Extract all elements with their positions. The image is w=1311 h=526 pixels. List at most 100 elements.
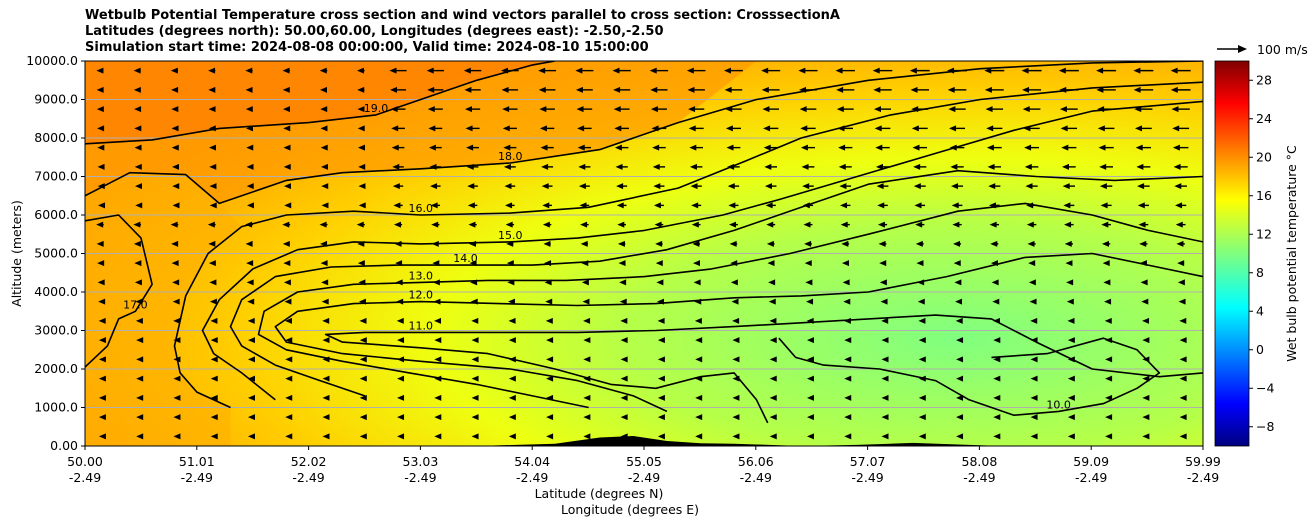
- wind-vector-108: [769, 375, 777, 382]
- wind-vector-362: [172, 202, 180, 209]
- wind-vector-466: [689, 144, 704, 151]
- wind-vector-355: [1026, 221, 1037, 228]
- wind-vector-25: [1030, 433, 1038, 440]
- x-tick-lat-4: 54.04: [514, 454, 550, 469]
- wind-vector-448: [1136, 163, 1151, 170]
- wind-vector-478: [1135, 144, 1152, 151]
- wind-vector-455: [283, 144, 291, 151]
- wind-vector-42: [546, 414, 554, 421]
- wind-vector-245: [283, 279, 291, 286]
- wind-vector-136: [695, 356, 703, 363]
- wind-vector-304: [245, 240, 253, 247]
- wind-vector-11: [508, 433, 516, 440]
- wind-vector-163: [583, 337, 591, 344]
- wind-vector-388: [1137, 202, 1149, 209]
- wind-vector-200: [843, 317, 851, 324]
- wind-vector-531: [874, 106, 892, 113]
- wind-vector-71: [508, 394, 516, 401]
- wind-vector-114: [993, 375, 1001, 382]
- wind-vector-378: [765, 202, 776, 209]
- x-tick-lat-10: 59.99: [1185, 454, 1221, 469]
- wind-vector-32: [173, 414, 181, 421]
- x-tick-lat-0: 50.00: [67, 454, 103, 469]
- wind-vector-505: [1023, 125, 1040, 132]
- wind-vector-483: [208, 125, 216, 132]
- wind-vector-438: [764, 163, 778, 170]
- wind-vector-596: [1058, 67, 1079, 74]
- wind-vector-474: [986, 144, 1002, 151]
- y-tick-label-1: 1000.0: [34, 400, 78, 415]
- y-tick-label-8: 8000.0: [34, 130, 78, 145]
- wind-vector-366: [321, 202, 329, 209]
- wind-vector-77: [732, 394, 740, 401]
- wind-vector-233: [955, 298, 963, 305]
- wind-vector-196: [694, 317, 702, 324]
- wind-vector-307: [357, 240, 365, 247]
- colorbar-tick-label-3: 4: [1256, 303, 1264, 318]
- wind-vector-462: [540, 144, 554, 151]
- wind-vector-516: [320, 106, 328, 113]
- wind-vector-338: [393, 221, 403, 228]
- wind-vector-85: [1030, 394, 1038, 401]
- wind-vector-84: [993, 394, 1001, 401]
- wind-vector-476: [1061, 144, 1077, 151]
- wind-vector-87: [1105, 394, 1113, 401]
- wind-vector-253: [581, 279, 589, 286]
- wind-vector-511: [134, 106, 142, 113]
- wind-vector-141: [881, 356, 889, 363]
- wind-vector-344: [617, 221, 626, 228]
- wind-vector-161: [508, 337, 516, 344]
- wind-vector-243: [209, 279, 217, 286]
- colorbar-tick-label-2: 0: [1256, 342, 1264, 357]
- wind-vector-351: [877, 221, 888, 228]
- chart-title-line-2: Latitudes (degrees north): 50.00,60.00, …: [85, 24, 664, 39]
- wind-vector-386: [1063, 202, 1075, 209]
- wind-vector-529: [799, 106, 817, 113]
- wind-vector-286: [693, 260, 701, 267]
- wind-vector-561: [873, 86, 892, 93]
- wind-vector-92: [173, 375, 181, 382]
- wind-vector-423: [209, 163, 217, 170]
- wind-vector-302: [171, 240, 179, 247]
- wind-vector-565: [1022, 86, 1042, 93]
- wind-vector-573: [208, 67, 216, 74]
- wind-vector-463: [577, 144, 592, 151]
- wind-vector-67: [359, 394, 367, 401]
- wind-vector-527: [725, 106, 742, 113]
- wind-vector-118: [1142, 375, 1150, 382]
- wind-vector-208: [1142, 317, 1150, 324]
- wind-vector-553: [575, 86, 593, 93]
- colorbar: −8 −4 0 4 8 12 16 20 24 28 Wet bulb potential temp…: [1214, 60, 1299, 447]
- contour-17.0: [85, 214, 153, 368]
- wind-vector-261: [879, 279, 887, 286]
- wind-vector-149: [1179, 356, 1187, 363]
- wind-vector-204: [992, 317, 1000, 324]
- wind-vector-281: [506, 260, 514, 267]
- colorbar-tick-label-6: 16: [1256, 188, 1272, 203]
- wind-vector-554: [613, 86, 631, 93]
- wind-vector-485: [283, 125, 291, 132]
- wind-vector-421: [134, 163, 142, 170]
- wind-vector-419: [1174, 183, 1187, 190]
- wind-vector-151: [136, 337, 144, 344]
- wind-vector-499: [800, 125, 816, 132]
- wind-vector-473: [949, 144, 965, 151]
- wind-vector-138: [769, 356, 777, 363]
- wind-vector-412: [913, 183, 926, 190]
- plot-area: 19.0 18.0 17.0 16.0 15.0 14.0 13.0 12.0 11.0 10.0: [85, 61, 1203, 446]
- wind-vector-311: [506, 240, 514, 247]
- wind-vector-39: [434, 414, 442, 421]
- wind-vector-164: [620, 337, 628, 344]
- wind-vector-5: [285, 433, 293, 440]
- wind-vector-389: [1175, 202, 1187, 209]
- wind-vector-264: [991, 279, 999, 286]
- wind-vector-284: [618, 260, 626, 267]
- wind-vector-322: [915, 240, 924, 247]
- contour-label-2: 17.0: [123, 298, 148, 311]
- wind-vector-314: [617, 240, 626, 247]
- axes: 0.00 1000.0 2000.0 3000.0 4000.0 5000.0 6000.0…: [9, 42, 1308, 517]
- wind-vector-360: [97, 202, 105, 209]
- wind-vector-182: [173, 317, 181, 324]
- wind-vector-335: [282, 221, 291, 228]
- y-axis-label: Altitude (meters): [9, 200, 24, 307]
